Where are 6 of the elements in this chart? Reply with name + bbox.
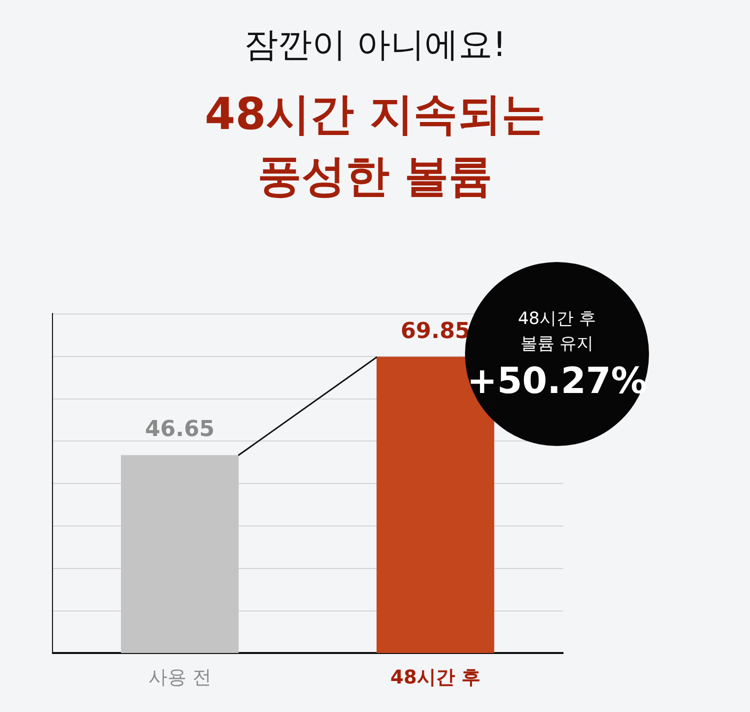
chart-subtitle: 48시간 지속되는 풍성한 볼륨 bbox=[204, 88, 546, 204]
data-label: 46.65 bbox=[145, 417, 215, 442]
x-tick-label: 48시간 후 bbox=[390, 666, 480, 689]
x-tick-label: 사용 전 bbox=[148, 666, 212, 689]
chart-title: 잠깐이 아니에요! bbox=[242, 24, 508, 67]
annotation: +50.27% bbox=[466, 360, 648, 402]
